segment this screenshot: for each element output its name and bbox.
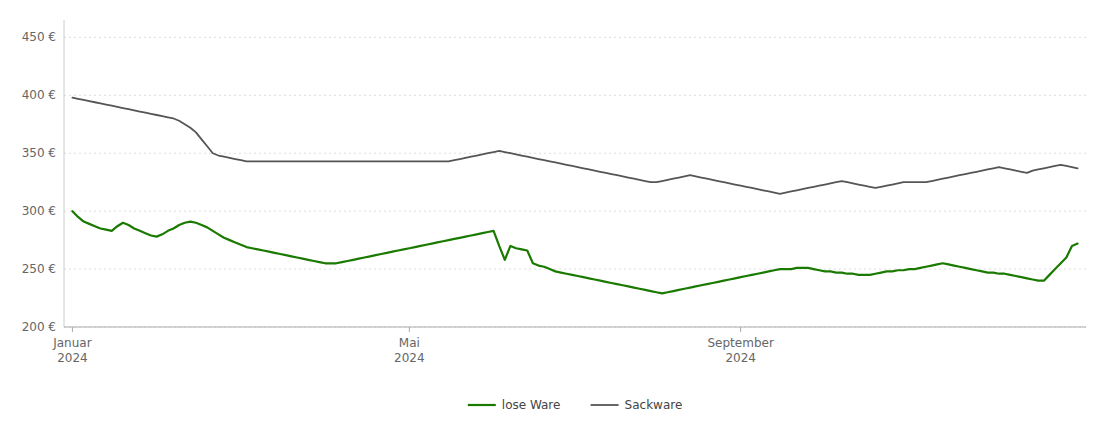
y-tick-label: 250 €: [22, 262, 56, 276]
x-axis: Januar2024 Mai2024 September2024: [52, 327, 1086, 365]
grid-line: [64, 327, 1086, 328]
legend-label: lose Ware: [502, 398, 561, 412]
legend-swatch: [591, 404, 619, 406]
x-tick-label: September2024: [707, 336, 773, 365]
legend-label: Sackware: [625, 398, 683, 412]
chart: 200 € 250 € 300 € 350 € 400 € 450 € Januar2024…: [0, 0, 1110, 423]
x-tick-label: Januar2024: [52, 336, 91, 365]
legend: lose Ware Sackware: [468, 398, 683, 412]
x-tick: [740, 327, 741, 332]
grid-line: [64, 211, 1086, 212]
x-tick-label: Mai2024: [394, 336, 425, 365]
grid-line: [64, 269, 1086, 270]
y-axis: 200 € 250 € 300 € 350 € 400 € 450 €: [22, 20, 1086, 334]
x-tick: [72, 327, 73, 332]
grid-line: [64, 37, 1086, 38]
series-line: [72, 98, 1077, 194]
y-tick-label: 450 €: [22, 30, 56, 44]
grid-line: [64, 153, 1086, 154]
grid-line: [64, 95, 1086, 96]
lines: [72, 98, 1077, 294]
y-tick-label: 400 €: [22, 88, 56, 102]
y-axis-line: [64, 20, 65, 327]
y-tick-label: 300 €: [22, 204, 56, 218]
x-tick: [409, 327, 410, 332]
y-tick-label: 350 €: [22, 146, 56, 160]
legend-swatch: [468, 404, 496, 406]
y-tick-label: 200 €: [22, 320, 56, 334]
series-line: [72, 211, 1077, 293]
x-axis-line: [64, 327, 1086, 328]
